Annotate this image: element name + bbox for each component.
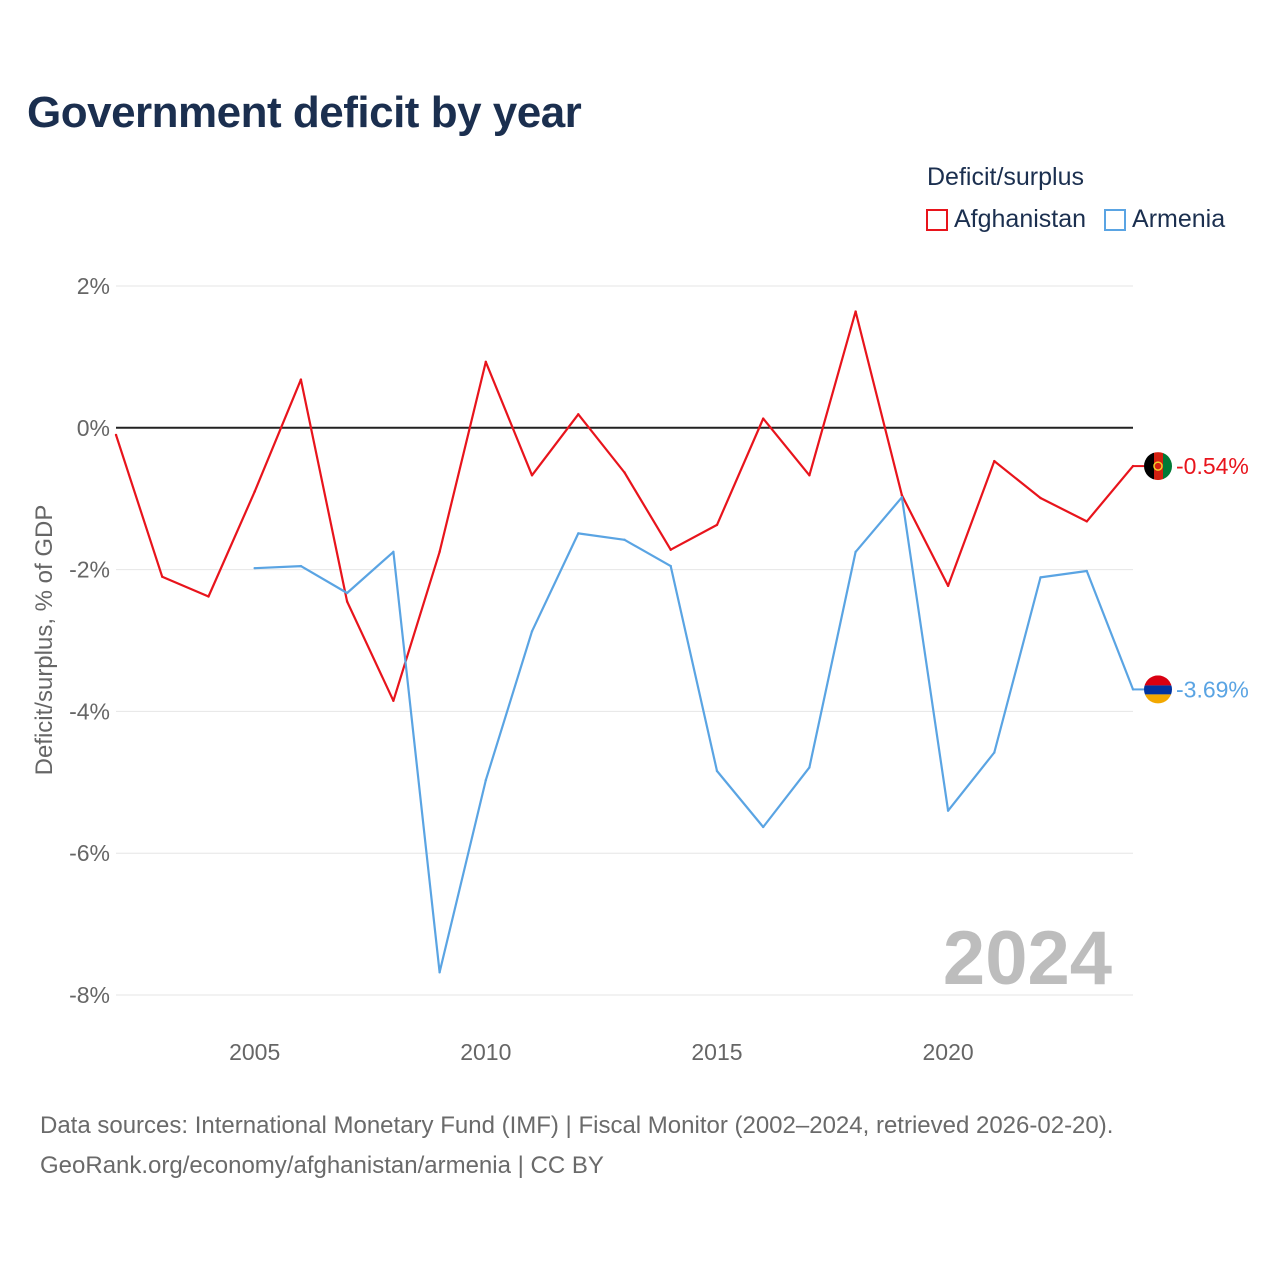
chart-title: Government deficit by year bbox=[27, 88, 582, 137]
x-axis-ticks: 2005 2010 2015 2020 bbox=[229, 1039, 974, 1065]
legend-item-afghanistan[interactable]: Afghanistan bbox=[926, 205, 1086, 234]
data-point-afghanistan bbox=[577, 413, 580, 416]
data-point-afghanistan bbox=[253, 490, 256, 493]
series-line-afghanistan bbox=[114, 310, 1134, 702]
data-point-armenia bbox=[669, 564, 672, 568]
data-point-afghanistan bbox=[392, 699, 395, 702]
data-point-afghanistan bbox=[808, 474, 811, 477]
footer: Data sources: International Monetary Fun… bbox=[40, 1106, 1113, 1186]
flag-stripe bbox=[1144, 452, 1154, 481]
data-point-armenia bbox=[946, 809, 950, 812]
data-point-afghanistan bbox=[761, 417, 765, 420]
data-point-armenia bbox=[623, 538, 626, 542]
legend-item-armenia[interactable]: Armenia bbox=[1104, 205, 1225, 234]
y-tick-label: -2% bbox=[69, 557, 110, 583]
data-point-armenia bbox=[900, 496, 904, 499]
flag-stripe bbox=[1144, 685, 1172, 695]
data-point-armenia bbox=[253, 566, 256, 570]
x-tick-label: 2005 bbox=[229, 1039, 280, 1065]
end-value-label-armenia: -3.69% bbox=[1176, 676, 1249, 702]
y-axis-ticks: 2% 0% -2% -4% -6% -8% bbox=[69, 273, 110, 1008]
data-point-armenia bbox=[1039, 576, 1042, 579]
data-point-afghanistan bbox=[438, 550, 441, 554]
y-tick-label: -4% bbox=[69, 698, 110, 724]
data-point-afghanistan bbox=[207, 595, 210, 598]
data-point-armenia bbox=[438, 971, 441, 974]
data-point-armenia bbox=[715, 769, 719, 773]
x-tick-label: 2020 bbox=[923, 1039, 974, 1065]
data-point-armenia bbox=[392, 550, 395, 554]
y-tick-label: 2% bbox=[77, 273, 110, 299]
end-value-label-afghanistan: -0.54% bbox=[1176, 453, 1249, 479]
y-axis-label: Deficit/surplus, % of GDP bbox=[31, 505, 58, 776]
data-point-afghanistan bbox=[946, 584, 950, 588]
data-point-armenia bbox=[1085, 569, 1088, 573]
data-point-armenia bbox=[854, 550, 857, 554]
flag-stripe bbox=[1144, 675, 1172, 686]
data-point-afghanistan bbox=[114, 433, 118, 437]
flag-stripe bbox=[1154, 452, 1163, 481]
series-end-markers: -0.54% -3.69% bbox=[1133, 452, 1249, 704]
data-point-afghanistan bbox=[993, 459, 996, 463]
data-point-armenia bbox=[299, 564, 303, 568]
grid-lines bbox=[116, 285, 1133, 996]
data-point-armenia bbox=[484, 778, 488, 782]
data-point-afghanistan bbox=[854, 310, 857, 313]
data-point-armenia bbox=[530, 630, 534, 633]
flag-stripe bbox=[1144, 694, 1172, 704]
data-point-afghanistan bbox=[1085, 520, 1088, 523]
legend: Afghanistan Armenia bbox=[926, 205, 1243, 234]
data-point-afghanistan bbox=[900, 493, 904, 497]
footer-link: GeoRank.org/economy/afghanistan/armenia … bbox=[40, 1152, 604, 1179]
year-marker: 2024 bbox=[943, 916, 1112, 1001]
flag-stripe bbox=[1163, 452, 1172, 481]
legend-label-armenia: Armenia bbox=[1132, 205, 1226, 233]
data-point-armenia bbox=[577, 532, 580, 535]
y-tick-label: -8% bbox=[69, 982, 110, 1008]
legend-title: Deficit/surplus bbox=[927, 163, 1084, 191]
data-point-afghanistan bbox=[669, 548, 672, 551]
data-point-afghanistan bbox=[161, 575, 164, 578]
footer-sources: Data sources: International Monetary Fun… bbox=[40, 1112, 1114, 1139]
data-point-armenia bbox=[761, 825, 765, 829]
x-tick-label: 2015 bbox=[691, 1039, 742, 1065]
data-point-afghanistan bbox=[715, 523, 719, 527]
data-point-afghanistan bbox=[484, 360, 488, 364]
data-point-afghanistan bbox=[530, 474, 534, 477]
data-point-afghanistan bbox=[299, 378, 303, 381]
data-point-armenia bbox=[808, 766, 811, 769]
series-lines bbox=[114, 310, 1135, 974]
x-tick-label: 2010 bbox=[460, 1039, 511, 1065]
armenia-flag-icon bbox=[1144, 675, 1172, 704]
data-point-afghanistan bbox=[345, 600, 349, 603]
legend-swatch-armenia bbox=[1104, 208, 1127, 231]
series-line-armenia bbox=[254, 496, 1135, 974]
data-point-afghanistan bbox=[623, 471, 626, 474]
legend-label-afghanistan: Afghanistan bbox=[954, 205, 1087, 233]
y-tick-label: 0% bbox=[77, 415, 110, 441]
afghanistan-flag-icon bbox=[1144, 452, 1172, 481]
legend-swatch-afghanistan bbox=[926, 208, 948, 231]
flag-emblem bbox=[1153, 461, 1163, 471]
y-tick-label: -6% bbox=[69, 840, 110, 866]
data-point-armenia bbox=[345, 591, 349, 595]
data-point-afghanistan bbox=[1039, 496, 1042, 500]
data-point-armenia bbox=[993, 751, 996, 754]
